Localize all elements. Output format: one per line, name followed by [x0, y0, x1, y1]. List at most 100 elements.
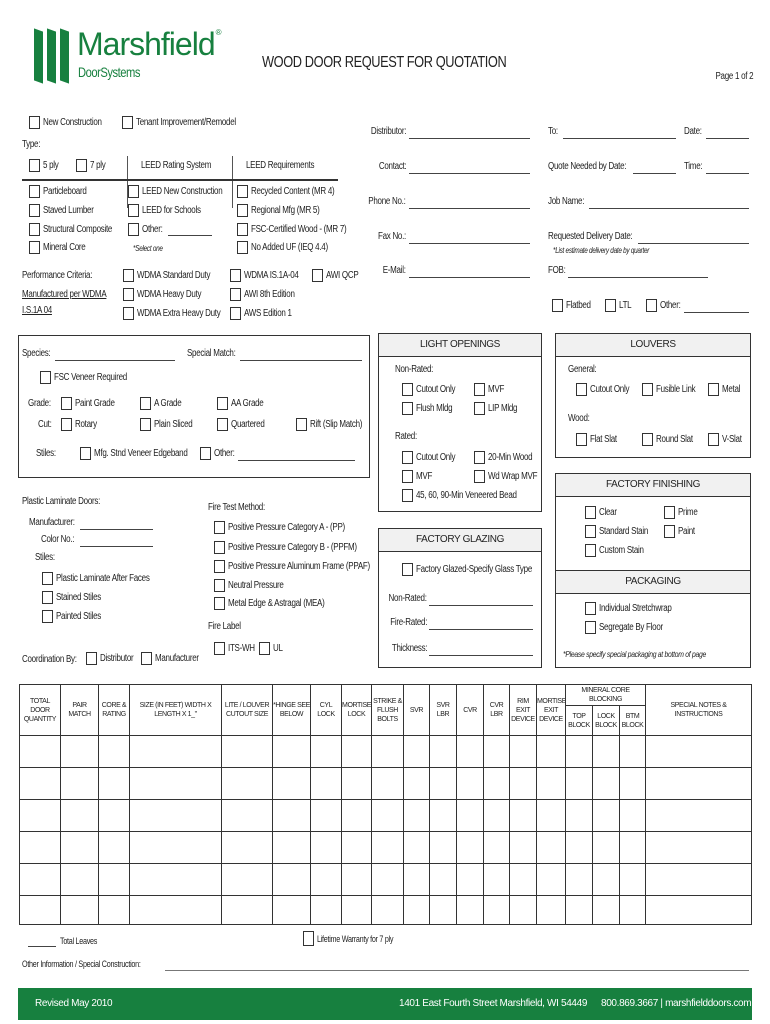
table-cell[interactable]: [645, 799, 752, 832]
flatbed-checkbox[interactable]: Flatbed: [552, 299, 597, 312]
table-cell[interactable]: [371, 831, 404, 864]
table-cell[interactable]: [509, 767, 537, 800]
table-cell[interactable]: [483, 767, 510, 800]
stained-stiles-checkbox[interactable]: Stained Stiles: [42, 591, 112, 604]
table-cell[interactable]: [645, 767, 752, 800]
table-cell[interactable]: [456, 895, 484, 925]
table-cell[interactable]: [483, 863, 510, 896]
stiles-other-input[interactable]: [238, 448, 355, 461]
table-cell[interactable]: [60, 831, 99, 864]
rotary-checkbox[interactable]: Rotary: [61, 418, 102, 431]
table-cell[interactable]: [565, 799, 593, 832]
email-input[interactable]: [409, 265, 530, 278]
table-cell[interactable]: [536, 895, 566, 925]
coord-distributor-checkbox[interactable]: Distributor: [86, 652, 142, 665]
fsc-certified-checkbox[interactable]: FSC-Certified Wood - (MR 7): [237, 223, 370, 236]
lo-lip-mldg-checkbox[interactable]: LIP Mldg: [474, 402, 524, 415]
custom-stain-checkbox[interactable]: Custom Stain: [585, 544, 655, 557]
table-cell[interactable]: [592, 767, 620, 800]
table-cell[interactable]: [60, 799, 99, 832]
fob-input[interactable]: [568, 265, 708, 278]
table-cell[interactable]: [272, 831, 311, 864]
wdma-heavy-checkbox[interactable]: WDMA Heavy Duty: [123, 288, 217, 301]
fax-input[interactable]: [409, 231, 530, 244]
table-cell[interactable]: [19, 831, 61, 864]
table-cell[interactable]: [645, 735, 752, 768]
table-cell[interactable]: [221, 767, 273, 800]
table-cell[interactable]: [60, 863, 99, 896]
regional-mfg-checkbox[interactable]: Regional Mfg (MR 5): [237, 204, 337, 217]
plain-sliced-checkbox[interactable]: Plain Sliced: [140, 418, 202, 431]
table-cell[interactable]: [565, 895, 593, 925]
painted-stiles-checkbox[interactable]: Painted Stiles: [42, 610, 112, 623]
table-cell[interactable]: [645, 831, 752, 864]
table-cell[interactable]: [403, 895, 430, 925]
delivery-date-input[interactable]: [638, 231, 749, 244]
table-cell[interactable]: [536, 767, 566, 800]
color-input[interactable]: [80, 534, 153, 547]
table-cell[interactable]: [221, 831, 273, 864]
wdma-standard-checkbox[interactable]: WDMA Standard Duty: [123, 269, 229, 282]
table-cell[interactable]: [456, 799, 484, 832]
leed-other-checkbox[interactable]: Other:: [128, 223, 168, 236]
ul-checkbox[interactable]: UL: [259, 642, 285, 655]
table-cell[interactable]: [310, 831, 342, 864]
table-cell[interactable]: [98, 799, 130, 832]
table-cell[interactable]: [341, 735, 372, 768]
phone-input[interactable]: [409, 196, 530, 209]
table-cell[interactable]: [60, 767, 99, 800]
table-cell[interactable]: [456, 735, 484, 768]
veneer-edgeband-checkbox[interactable]: Mfg. Stnd Veneer Edgeband: [80, 447, 211, 460]
table-cell[interactable]: [272, 767, 311, 800]
a-grade-checkbox[interactable]: A Grade: [140, 397, 188, 410]
louver-cutout-checkbox[interactable]: Cutout Only: [576, 383, 639, 396]
table-cell[interactable]: [536, 863, 566, 896]
glazing-thickness-input[interactable]: [429, 643, 533, 656]
wdma-extra-heavy-checkbox[interactable]: WDMA Extra Heavy Duty: [123, 307, 241, 320]
awi-8th-checkbox[interactable]: AWI 8th Edition: [230, 288, 307, 301]
glazing-non-rated-input[interactable]: [429, 593, 533, 606]
table-cell[interactable]: [272, 895, 311, 925]
table-cell[interactable]: [129, 735, 222, 768]
fire-neutral-checkbox[interactable]: Neutral Pressure: [214, 579, 297, 592]
7-ply-checkbox[interactable]: 7 ply: [76, 159, 109, 172]
table-cell[interactable]: [60, 895, 99, 925]
lo-veneered-bead-checkbox[interactable]: 45, 60, 90-Min Veneered Bead: [402, 489, 542, 502]
table-cell[interactable]: [129, 799, 222, 832]
table-cell[interactable]: [341, 831, 372, 864]
table-cell[interactable]: [509, 831, 537, 864]
table-cell[interactable]: [509, 895, 537, 925]
table-cell[interactable]: [98, 735, 130, 768]
recycled-content-checkbox[interactable]: Recycled Content (MR 4): [237, 185, 355, 198]
stiles-other-checkbox[interactable]: Other:: [200, 447, 240, 460]
table-cell[interactable]: [429, 863, 457, 896]
total-leaves-input[interactable]: [28, 934, 56, 947]
table-cell[interactable]: [403, 863, 430, 896]
table-cell[interactable]: [98, 767, 130, 800]
lo-20min-checkbox[interactable]: 20-Min Wood: [474, 451, 543, 464]
table-cell[interactable]: [19, 767, 61, 800]
core-mineral-checkbox[interactable]: Mineral Core: [29, 241, 96, 254]
shipping-other-input[interactable]: [684, 300, 749, 313]
table-cell[interactable]: [509, 735, 537, 768]
table-cell[interactable]: [403, 735, 430, 768]
table-cell[interactable]: [456, 767, 484, 800]
lo-wd-wrap-checkbox[interactable]: Wd Wrap MVF: [474, 470, 550, 483]
table-cell[interactable]: [483, 831, 510, 864]
table-cell[interactable]: [310, 799, 342, 832]
clear-checkbox[interactable]: Clear: [585, 506, 621, 519]
table-cell[interactable]: [592, 799, 620, 832]
table-cell[interactable]: [536, 799, 566, 832]
table-cell[interactable]: [618, 895, 647, 925]
table-cell[interactable]: [129, 831, 222, 864]
shipping-other-checkbox[interactable]: Other:: [646, 299, 686, 312]
table-cell[interactable]: [618, 831, 647, 864]
no-added-uf-checkbox[interactable]: No Added UF (IEQ 4.4): [237, 241, 347, 254]
lo-rated-cutout-checkbox[interactable]: Cutout Only: [402, 451, 465, 464]
table-cell[interactable]: [341, 895, 372, 925]
table-cell[interactable]: [129, 863, 222, 896]
fusible-link-checkbox[interactable]: Fusible Link: [642, 383, 705, 396]
table-cell[interactable]: [221, 863, 273, 896]
job-name-input[interactable]: [589, 196, 749, 209]
table-cell[interactable]: [483, 735, 510, 768]
